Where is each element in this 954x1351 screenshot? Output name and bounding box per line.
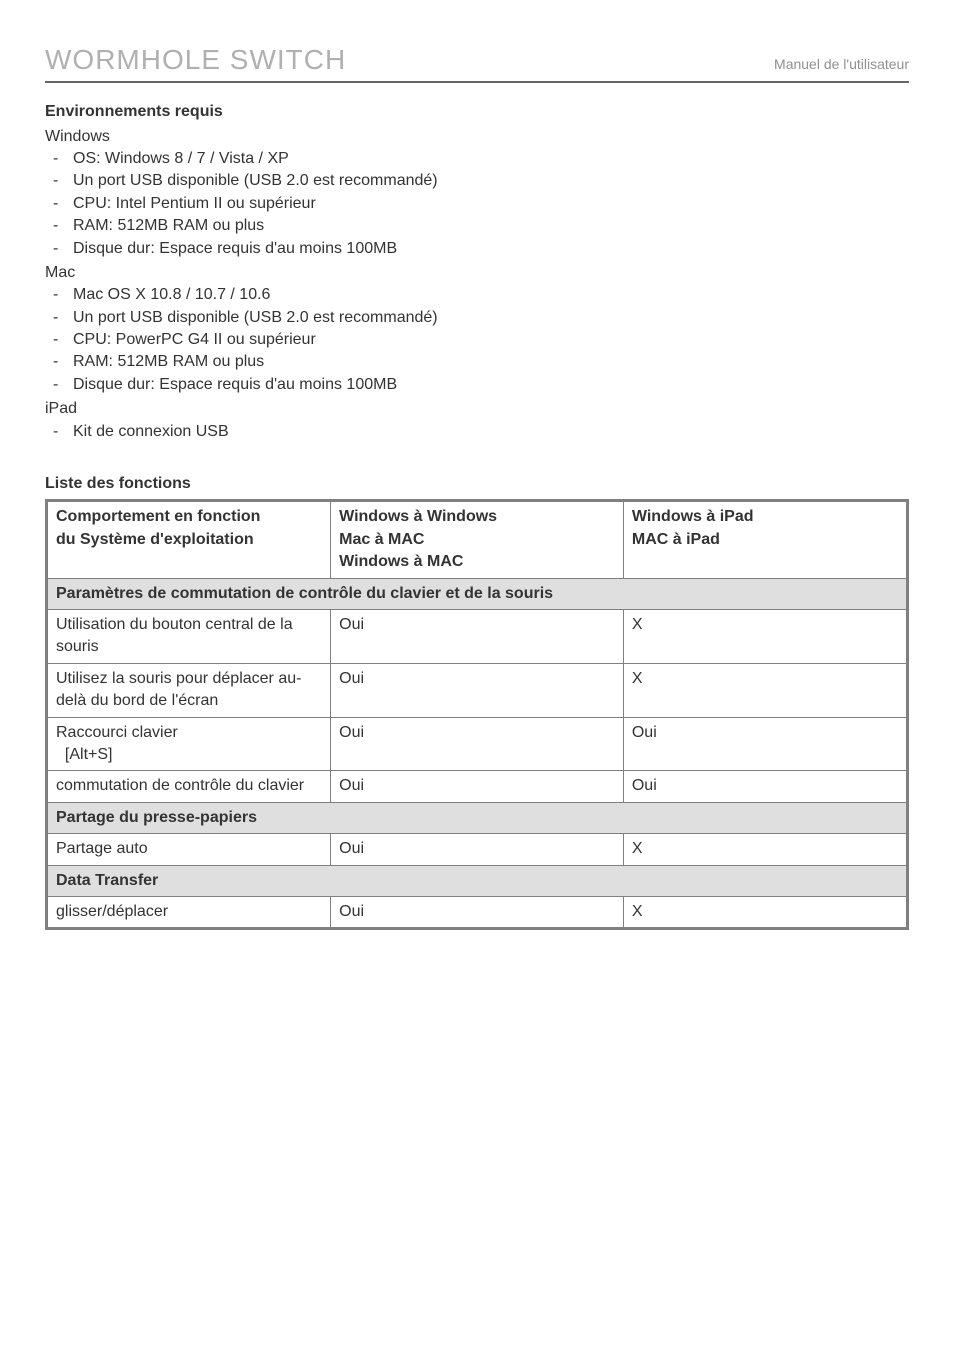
table-header-row: Comportement en fonction du Système d'ex… (47, 501, 908, 578)
funcs-heading: Liste des fonctions (45, 473, 909, 495)
header-subtitle: Manuel de l'utilisateur (774, 55, 909, 75)
env-mac-list: Mac OS X 10.8 / 10.7 / 10.6 Un port USB … (45, 284, 909, 396)
cell: Oui (331, 771, 624, 802)
text: [Alt+S] (65, 746, 113, 763)
functions-table: Comportement en fonction du Système d'ex… (45, 499, 909, 930)
env-mac-label: Mac (45, 262, 909, 284)
col-header-win-mac: Windows à Windows Mac à MAC Windows à MA… (331, 501, 624, 578)
env-windows-label: Windows (45, 126, 909, 148)
cell: Oui (331, 717, 624, 771)
text: Windows à MAC (339, 553, 463, 570)
section-label: Data Transfer (47, 865, 908, 896)
cell: Oui (623, 771, 907, 802)
table-row: commutation de contrôle du clavier Oui O… (47, 771, 908, 802)
cell: commutation de contrôle du clavier (47, 771, 331, 802)
text: du Système d'exploitation (56, 531, 254, 548)
list-item: Kit de connexion USB (73, 421, 909, 443)
table-row: Raccourci clavier [Alt+S] Oui Oui (47, 717, 908, 771)
list-item: Disque dur: Espace requis d'au moins 100… (73, 374, 909, 396)
cell: X (623, 610, 907, 664)
text: Raccourci clavier (56, 724, 178, 741)
page-header: WORMHOLE SWITCH Manuel de l'utilisateur (45, 40, 909, 83)
text: MAC à iPad (632, 531, 720, 548)
cell: X (623, 896, 907, 928)
env-windows-list: OS: Windows 8 / 7 / Vista / XP Un port U… (45, 148, 909, 260)
cell: Oui (331, 834, 624, 865)
table-section-clipboard: Partage du presse-papiers (47, 802, 908, 833)
table-row: Utilisation du bouton central de la sour… (47, 610, 908, 664)
table-row: glisser/déplacer Oui X (47, 896, 908, 928)
table-row: Partage auto Oui X (47, 834, 908, 865)
list-item: CPU: PowerPC G4 II ou supérieur (73, 329, 909, 351)
env-ipad-label: iPad (45, 398, 909, 420)
text: Windows à iPad (632, 508, 754, 525)
text: Mac à MAC (339, 531, 424, 548)
list-item: OS: Windows 8 / 7 / Vista / XP (73, 148, 909, 170)
env-heading: Environnements requis (45, 101, 909, 123)
list-item: CPU: Intel Pentium II ou supérieur (73, 193, 909, 215)
cell: glisser/déplacer (47, 896, 331, 928)
list-item: Mac OS X 10.8 / 10.7 / 10.6 (73, 284, 909, 306)
col-header-ipad: Windows à iPad MAC à iPad (623, 501, 907, 578)
cell: Utilisation du bouton central de la sour… (47, 610, 331, 664)
cell: Oui (623, 717, 907, 771)
cell: Oui (331, 610, 624, 664)
text: Windows à Windows (339, 508, 497, 525)
list-item: Disque dur: Espace requis d'au moins 100… (73, 238, 909, 260)
list-item: Un port USB disponible (USB 2.0 est reco… (73, 170, 909, 192)
cell: Oui (331, 896, 624, 928)
col-header-os-behavior: Comportement en fonction du Système d'ex… (47, 501, 331, 578)
env-ipad-list: Kit de connexion USB (45, 421, 909, 443)
list-item: RAM: 512MB RAM ou plus (73, 351, 909, 373)
list-item: Un port USB disponible (USB 2.0 est reco… (73, 307, 909, 329)
header-title: WORMHOLE SWITCH (45, 40, 346, 79)
table-section-datatransfer: Data Transfer (47, 865, 908, 896)
cell: Utilisez la souris pour déplacer au-delà… (47, 663, 331, 717)
section-label: Paramètres de commutation de contrôle du… (47, 578, 908, 609)
list-item: RAM: 512MB RAM ou plus (73, 215, 909, 237)
text: Comportement en fonction (56, 508, 260, 525)
cell: X (623, 834, 907, 865)
cell: X (623, 663, 907, 717)
cell: Raccourci clavier [Alt+S] (47, 717, 331, 771)
table-section-km: Paramètres de commutation de contrôle du… (47, 578, 908, 609)
table-row: Utilisez la souris pour déplacer au-delà… (47, 663, 908, 717)
cell: Partage auto (47, 834, 331, 865)
cell: Oui (331, 663, 624, 717)
section-label: Partage du presse-papiers (47, 802, 908, 833)
